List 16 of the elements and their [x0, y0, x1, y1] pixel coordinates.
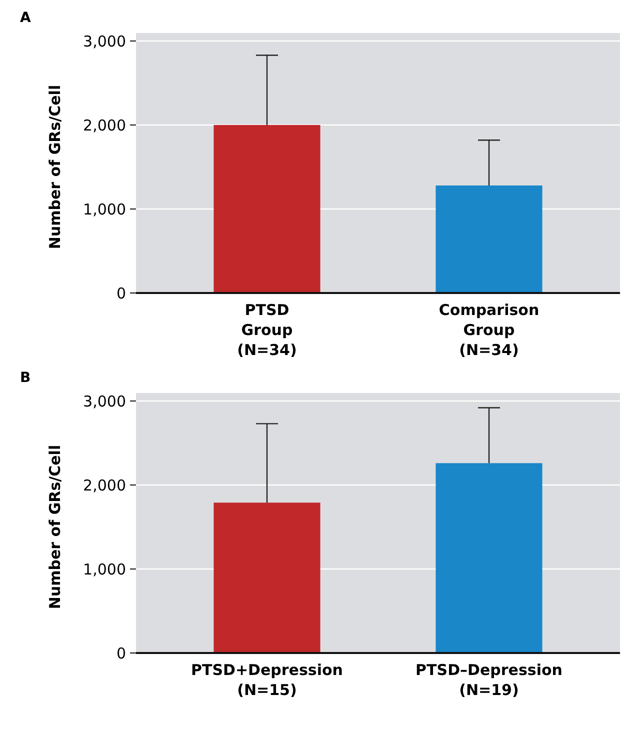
y-tick-label: 0 — [116, 284, 126, 302]
chart-title: A — [20, 10, 31, 26]
x-tick-label: PTSD+Depression (N=15) — [191, 661, 343, 699]
y-tick-label: 3,000 — [83, 32, 126, 50]
x-tick-label: Comparison Group (N=34) — [438, 301, 540, 359]
x-tick-label: PTSD–Depression (N=19) — [416, 661, 562, 699]
y-axis-title: Number of GRs/Cell — [46, 84, 64, 250]
y-tick-label: 2,000 — [83, 116, 126, 134]
y-tick-label: 3,000 — [83, 392, 126, 410]
x-tick-label: PTSD Group (N=34) — [237, 301, 297, 359]
y-tick-label: 0 — [116, 644, 126, 662]
chart-title: B — [20, 370, 31, 386]
y-tick-label: 1,000 — [83, 200, 126, 218]
y-tick-label: 1,000 — [83, 560, 126, 578]
y-axis-title: Number of GRs/Cell — [46, 444, 64, 610]
y-tick-label: 2,000 — [83, 476, 126, 494]
